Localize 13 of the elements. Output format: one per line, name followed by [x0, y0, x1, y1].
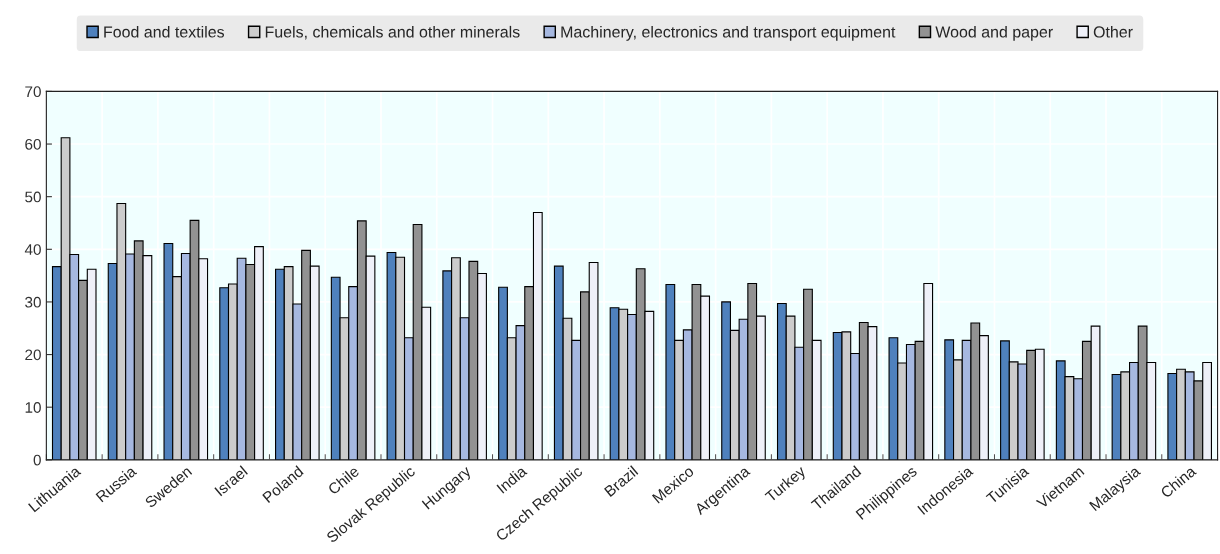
y-tick-label: 70	[25, 86, 41, 98]
legend-label: Food and textiles	[104, 25, 225, 38]
legend-label: Other	[1093, 25, 1133, 38]
y-tick-label: 30	[25, 296, 41, 308]
y-tick-label: 10	[25, 402, 41, 413]
legend-label: Machinery, electronics and transport equipment	[561, 25, 896, 41]
y-tick-label: 60	[25, 138, 41, 150]
y-tick-label: 40	[24, 244, 41, 255]
y-tick-label: 0	[33, 454, 41, 466]
y-tick-label: 20	[25, 349, 41, 361]
y-tick-label: 50	[25, 191, 41, 203]
legend-label: Fuels, chemicals and other minerals	[265, 25, 520, 40]
legend-label: Wood and paper	[935, 25, 1053, 41]
